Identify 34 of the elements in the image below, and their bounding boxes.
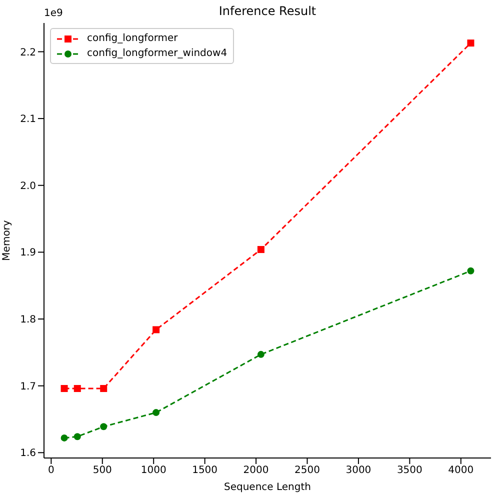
- y-tick-label: 1.7: [20, 381, 36, 392]
- x-tick-label: 2000: [243, 465, 269, 476]
- point: [467, 267, 474, 274]
- x-tick-label: 3500: [396, 465, 422, 476]
- point: [467, 40, 474, 47]
- point: [60, 385, 68, 392]
- x-tick-label: 1500: [192, 465, 218, 476]
- point: [152, 409, 160, 416]
- point: [60, 434, 68, 442]
- x-tick-label: 0: [48, 465, 54, 476]
- x-tick-label: 4000: [448, 465, 474, 476]
- legend-label: config_longformer_window4: [87, 47, 228, 61]
- x-axis-title: Sequence Length: [224, 482, 311, 493]
- point: [257, 350, 264, 358]
- x-tick-label: 2500: [294, 465, 320, 476]
- x-tick-label: 500: [92, 465, 112, 476]
- y-tick-label: 1.8: [20, 314, 36, 326]
- text: 1e9: [44, 8, 63, 19]
- y-tick-label: 1.9: [20, 248, 36, 259]
- x-tick-label: 3000: [346, 465, 372, 476]
- y-tick-label: 2.1: [20, 114, 36, 126]
- point: [100, 385, 108, 392]
- y-axis-title: Memory: [2, 220, 13, 261]
- x-tick-label: 1000: [140, 465, 166, 476]
- y-tick-label: 2.0: [20, 180, 36, 192]
- point: [257, 246, 264, 254]
- point: [74, 433, 81, 440]
- point: [152, 326, 160, 334]
- point: [74, 385, 81, 392]
- y-tick-label: 1.6: [20, 448, 36, 460]
- y-tick-label: 2.2: [20, 47, 36, 58]
- chart-title: Inference Result: [218, 4, 316, 18]
- legend-label: config_longformer: [87, 32, 178, 46]
- point: [100, 423, 108, 430]
